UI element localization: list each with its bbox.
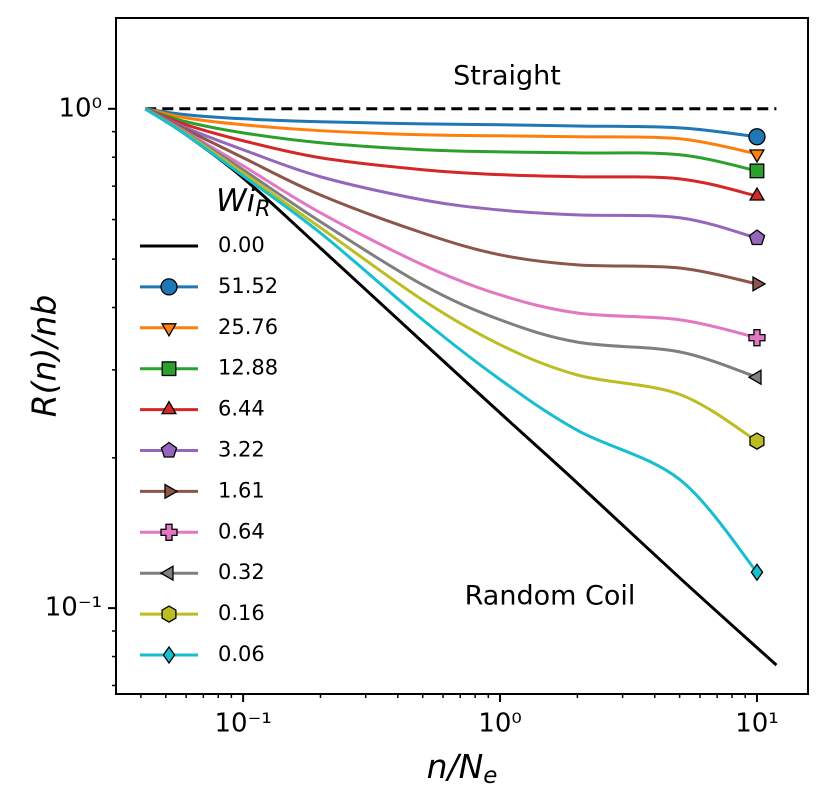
annotation: Random Coil (465, 581, 636, 612)
marker (160, 323, 178, 338)
marker (159, 565, 174, 582)
marker (160, 400, 178, 415)
marker (748, 186, 766, 201)
legend-title-main: Wi (216, 183, 256, 219)
x-axis-label-sub: e (483, 763, 497, 789)
series-line (144, 107, 758, 198)
marker (748, 149, 766, 164)
x-tick-label: 10⁰ (478, 709, 522, 739)
series-line (144, 107, 758, 240)
legend-label: 12.88 (218, 356, 278, 380)
marker (748, 229, 766, 246)
reference-label: Straight (453, 61, 561, 92)
series-line (144, 107, 759, 574)
series-line (144, 107, 758, 340)
series-line (144, 107, 758, 286)
legend-label: 0.32 (218, 560, 265, 584)
legend-label: 51.52 (218, 274, 278, 298)
y-axis-label: R(n)/nb (25, 295, 64, 418)
legend-label: 1.61 (218, 478, 265, 502)
marker (162, 645, 176, 665)
marker (747, 369, 762, 386)
marker (161, 361, 177, 377)
y-tick-label: 10⁻¹ (45, 593, 102, 623)
marker (160, 441, 178, 458)
marker (160, 278, 178, 296)
y-tick-label: 10⁰ (58, 93, 102, 123)
x-axis-label: n/Ne (427, 747, 498, 789)
marker (750, 563, 764, 582)
marker (749, 432, 765, 450)
marker (161, 605, 177, 623)
x-axis-label-main: n/N (427, 747, 484, 786)
legend-label: 25.76 (218, 315, 278, 339)
legend-label: 0.16 (218, 601, 265, 625)
marker (160, 523, 178, 541)
series-line (144, 107, 758, 173)
legend-label: 0.06 (218, 642, 265, 666)
marker (164, 483, 179, 500)
series-line (144, 107, 758, 379)
x-tick-label: 10⁻¹ (215, 709, 272, 739)
legend-title-sub: R (255, 197, 270, 222)
series-line (144, 107, 758, 443)
legend-label: 6.44 (218, 397, 265, 421)
marker (748, 329, 766, 347)
legend-title: WiR (216, 183, 271, 223)
marker (752, 275, 767, 292)
series-line (145, 107, 758, 139)
legend-label: 0.64 (218, 519, 265, 543)
series-line (144, 107, 758, 156)
legend-label: 3.22 (218, 438, 265, 462)
marker (748, 128, 766, 146)
plot-frame (115, 17, 809, 695)
x-tick-label: 10¹ (735, 709, 779, 739)
marker (749, 163, 765, 179)
legend-label: 0.00 (218, 233, 265, 257)
